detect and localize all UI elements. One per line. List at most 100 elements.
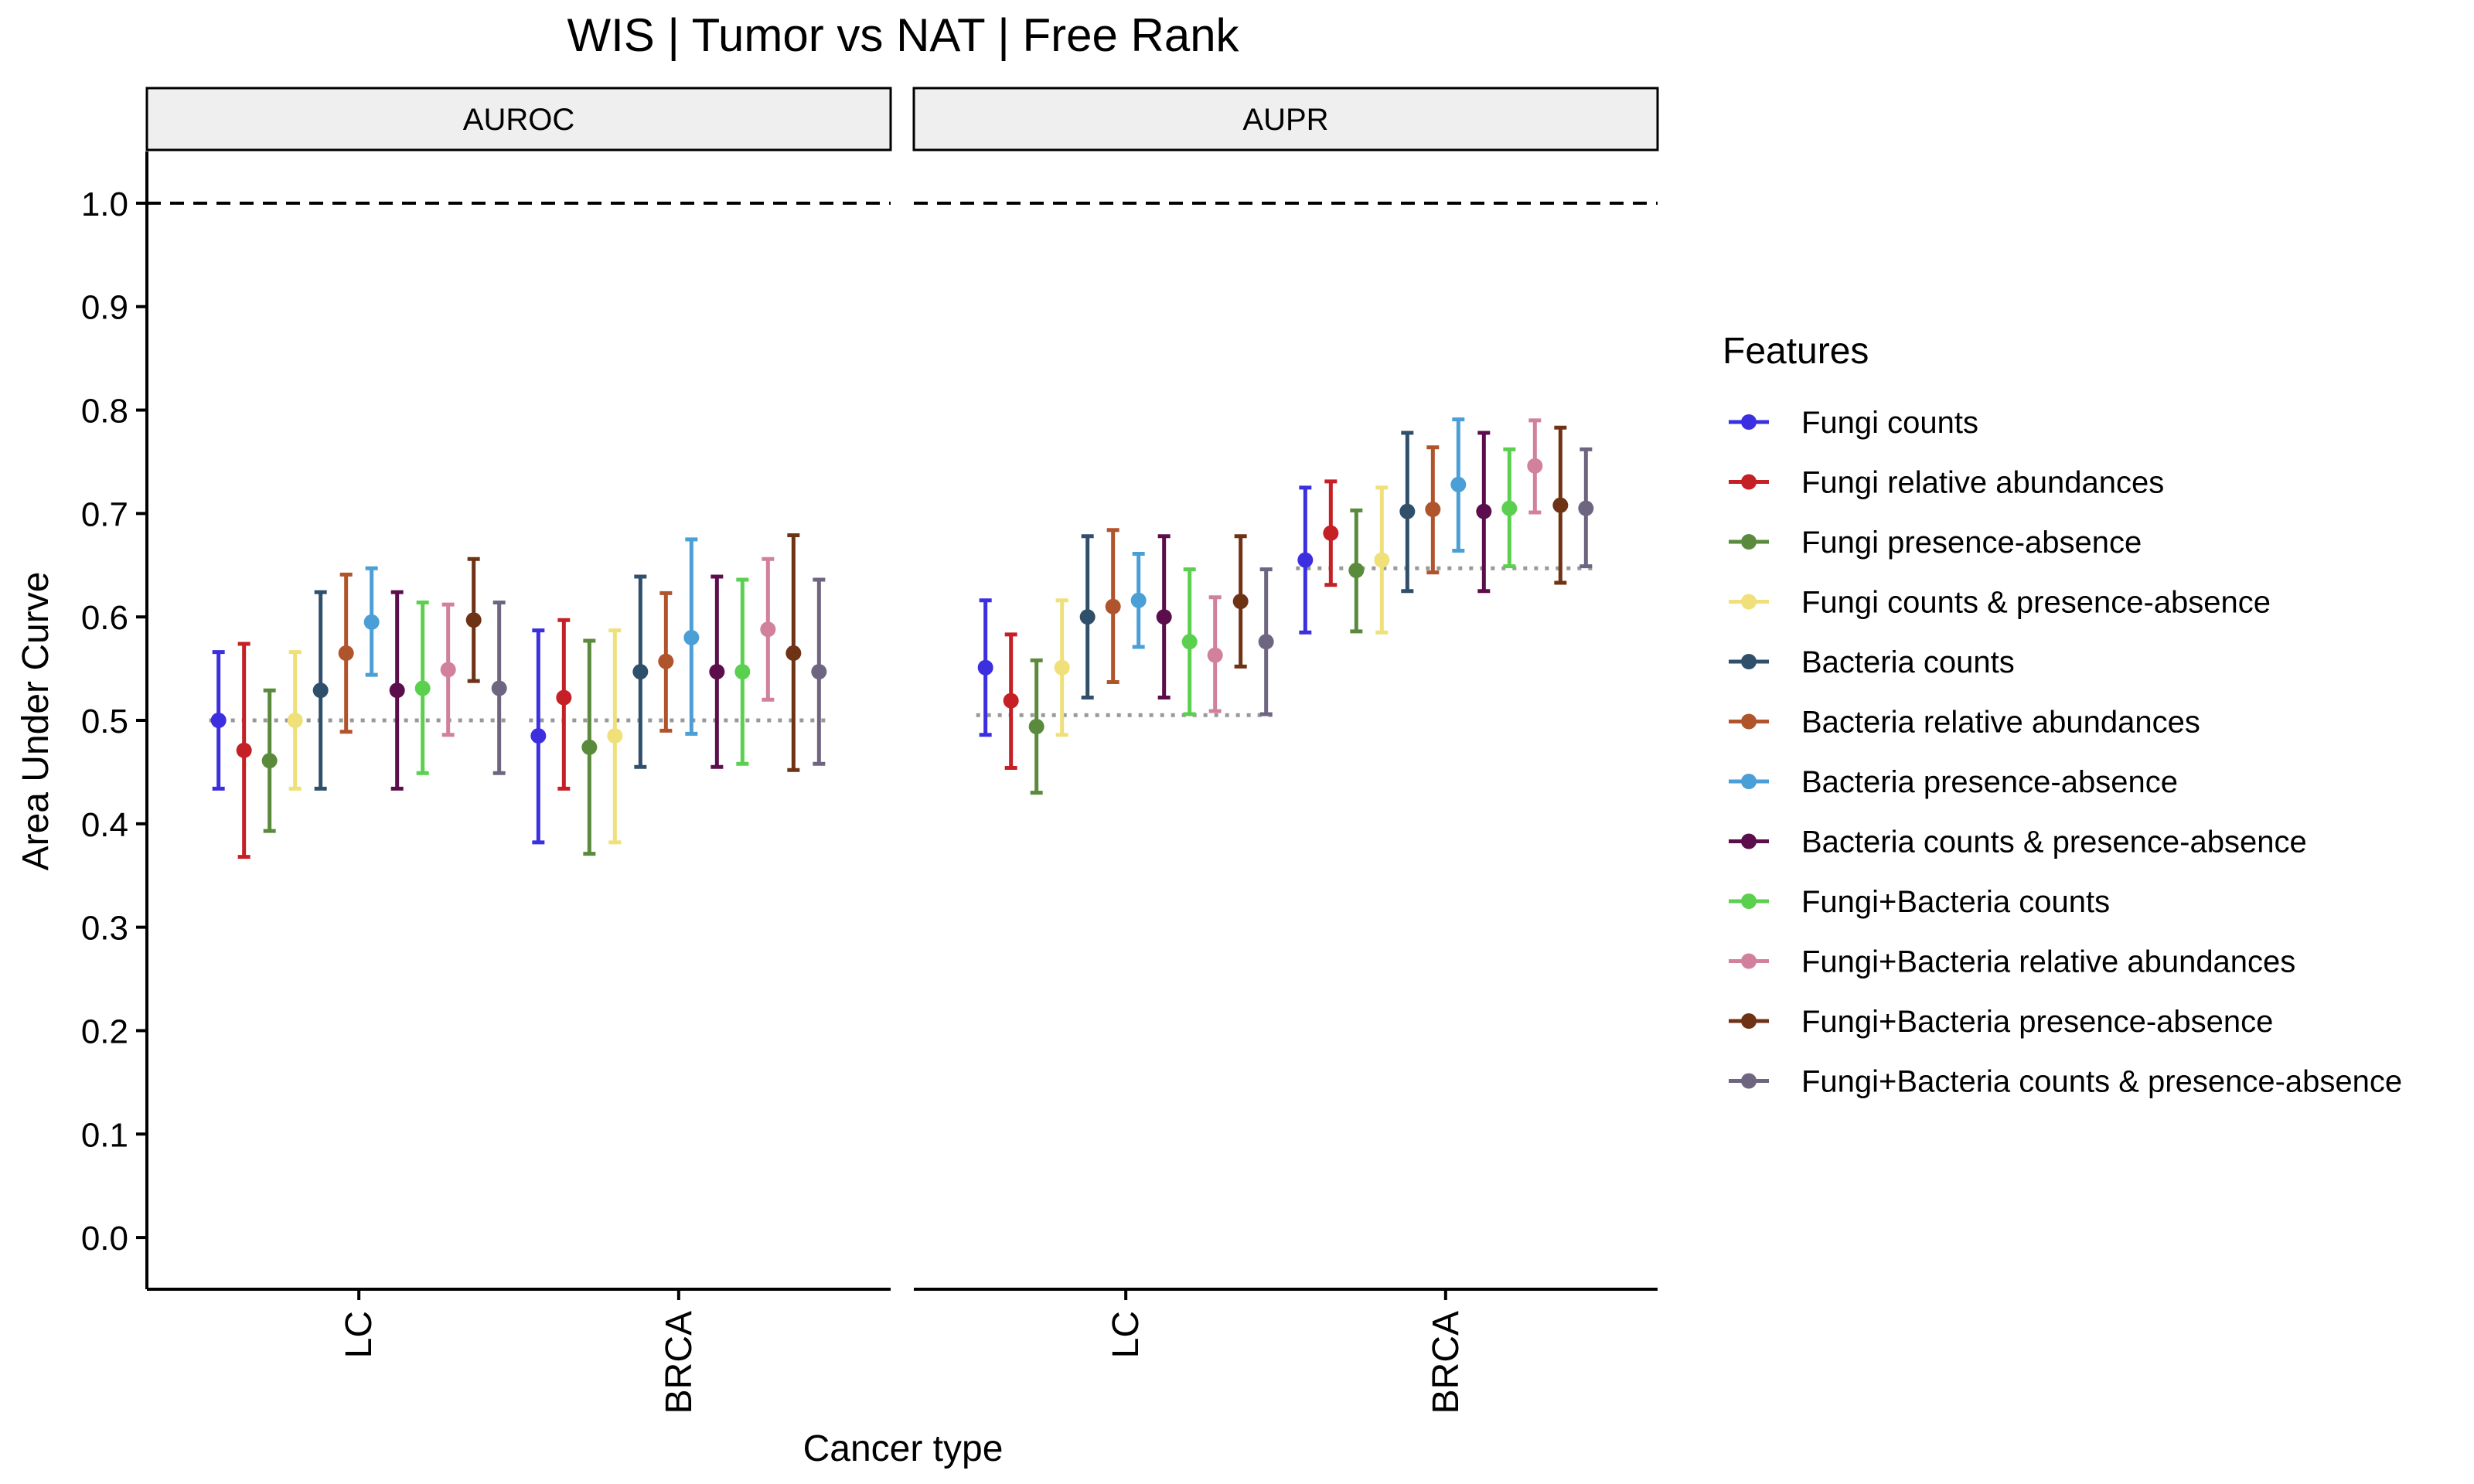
data-point	[1374, 552, 1390, 568]
data-point	[530, 728, 547, 744]
data-point	[785, 645, 802, 662]
data-point	[1527, 458, 1543, 474]
data-point	[287, 713, 303, 728]
chart-title: WIS | Tumor vs NAT | Free Rank	[567, 9, 1239, 61]
x-tick-label: BRCA	[659, 1311, 700, 1414]
data-point	[977, 659, 993, 676]
data-point	[1348, 562, 1365, 578]
legend-item: Fungi+Bacteria presence-absence	[1729, 1005, 2273, 1039]
legend-label: Fungi relative abundances	[1801, 466, 2164, 500]
data-point	[1450, 476, 1467, 492]
y-tick-label: 1.0	[81, 186, 128, 223]
data-point	[363, 614, 380, 630]
legend-item: Fungi+Bacteria counts	[1729, 885, 2110, 919]
data-point	[1578, 500, 1594, 516]
x-tick-label: LC	[339, 1311, 380, 1358]
data-point	[465, 612, 482, 628]
legend-label: Fungi counts	[1801, 406, 1978, 440]
data-point	[1028, 719, 1044, 735]
panel-auroc: AUROC 0.0 0.1 0.2 0.3 0.4 0.5 0.6 0.7 0.8 0.9 1.0 LC…	[81, 87, 892, 1414]
legend-title: Features	[1723, 331, 1869, 372]
legend-item: Fungi counts	[1729, 406, 1978, 440]
y-tick-label: 0.5	[81, 703, 128, 740]
data-point	[312, 682, 329, 699]
strip-label: AUPR	[1242, 103, 1328, 137]
legend-item: Fungi+Bacteria counts & presence-absence	[1729, 1065, 2402, 1099]
legend-key-point	[1741, 1073, 1757, 1089]
legend-item: Bacteria presence-absence	[1729, 765, 2178, 799]
data-point	[1258, 634, 1274, 650]
y-axis-label: Area Under Curve	[15, 572, 56, 871]
data-point	[683, 629, 700, 645]
y-tick-label: 0.0	[81, 1220, 128, 1258]
data-point	[261, 753, 278, 769]
x-tick-label: BRCA	[1426, 1311, 1467, 1414]
y-tick-label: 0.7	[81, 495, 128, 533]
legend-key-point	[1741, 414, 1757, 430]
data-point	[1130, 592, 1147, 608]
data-point	[811, 664, 827, 680]
panel-aupr: AUPR LC BRCA	[912, 87, 1659, 1414]
data-point	[658, 653, 674, 669]
data-point	[1323, 525, 1339, 541]
legend-label: Bacteria counts & presence-absence	[1801, 825, 2307, 859]
data-point	[760, 621, 776, 638]
data-point	[236, 742, 252, 758]
legend-label: Fungi+Bacteria presence-absence	[1801, 1005, 2273, 1039]
x-tick-label: LC	[1106, 1311, 1147, 1358]
data-point	[607, 728, 623, 744]
plot-area: AUROC 0.0 0.1 0.2 0.3 0.4 0.5 0.6 0.7 0.8 0.9 1.0 LC…	[81, 87, 1659, 1414]
legend-label: Fungi+Bacteria relative abundances	[1801, 945, 2295, 979]
y-tick-label: 0.1	[81, 1116, 128, 1154]
data-point	[1105, 598, 1121, 614]
legend-label: Fungi counts & presence-absence	[1801, 586, 2271, 620]
data-point	[1156, 609, 1172, 625]
data-point	[1054, 659, 1070, 676]
data-point	[338, 645, 354, 662]
data-point	[1232, 594, 1249, 610]
legend-item: Bacteria counts & presence-absence	[1729, 825, 2307, 859]
legend-key-point	[1741, 953, 1757, 969]
data-point	[632, 664, 649, 680]
data-point	[581, 739, 598, 755]
data-point	[1207, 647, 1223, 663]
data-point	[1297, 552, 1314, 568]
legend-item: Bacteria counts	[1729, 645, 2015, 679]
data-point	[709, 664, 725, 680]
y-tick-label: 0.6	[81, 599, 128, 637]
data-point	[1552, 497, 1569, 513]
y-tick-label: 0.4	[81, 806, 128, 844]
data-point	[1501, 500, 1518, 516]
data-point	[556, 689, 572, 706]
data-point	[734, 664, 751, 680]
legend-label: Bacteria presence-absence	[1801, 765, 2178, 799]
data-point	[1181, 634, 1198, 650]
strip-auroc	[145, 87, 892, 151]
y-tick-label: 0.8	[81, 393, 128, 431]
legend-label: Fungi+Bacteria counts & presence-absence	[1801, 1065, 2402, 1099]
legend-item: Bacteria relative abundances	[1729, 706, 2200, 740]
data-point	[1425, 502, 1441, 518]
legend-item: Fungi presence-absence	[1729, 526, 2142, 560]
legend-key-point	[1741, 1013, 1757, 1029]
legend-label: Fungi presence-absence	[1801, 526, 2142, 560]
data-point	[1399, 503, 1416, 519]
data-point	[210, 713, 227, 728]
data-point	[1003, 693, 1019, 709]
x-axis-label: Cancer type	[803, 1428, 1004, 1469]
legend-label: Fungi+Bacteria counts	[1801, 885, 2110, 919]
legend-label: Bacteria relative abundances	[1801, 706, 2200, 740]
data-point	[414, 680, 431, 696]
strip-aupr	[912, 87, 1659, 151]
strip-label: AUROC	[463, 103, 574, 137]
legend-key-point	[1741, 654, 1757, 669]
data-point	[1476, 503, 1492, 519]
legend-label: Bacteria counts	[1801, 645, 2015, 679]
y-tick-label: 0.3	[81, 910, 128, 948]
data-point	[1079, 609, 1096, 625]
legend-key-point	[1741, 774, 1757, 789]
legend-item: Fungi counts & presence-absence	[1729, 586, 2271, 620]
data-point	[440, 662, 456, 678]
legend-key-point	[1741, 893, 1757, 909]
